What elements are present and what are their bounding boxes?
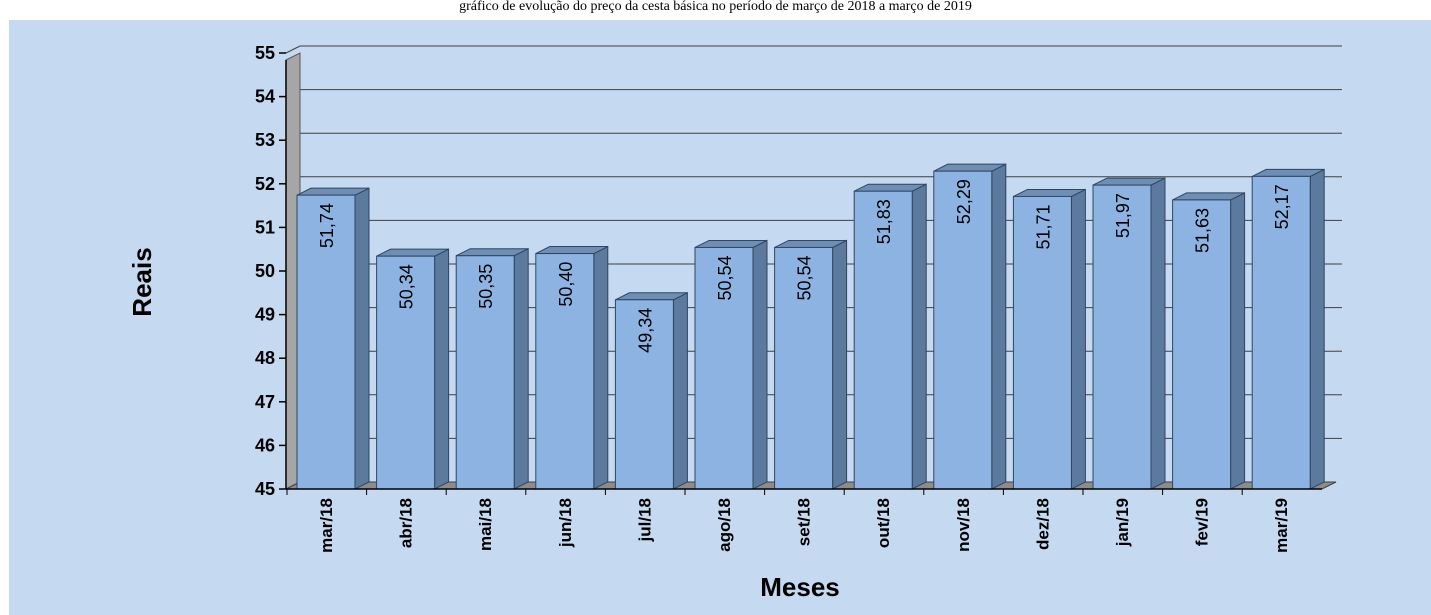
- bar-value-label: 51,63: [1193, 208, 1213, 253]
- bar: 50,34: [376, 248, 450, 490]
- bar-front-face: [1012, 195, 1072, 490]
- bar-side-face: [672, 291, 688, 490]
- bar-value-label: 50,54: [715, 255, 735, 300]
- bar-side-face: [513, 247, 529, 490]
- bar-side-face: [354, 187, 370, 490]
- bar-value-label: 52,17: [1272, 184, 1292, 229]
- y-tick-label: 45: [255, 479, 275, 499]
- chart-caption: gráfico de evolução do preço da cesta bá…: [459, 0, 972, 14]
- y-tick-label: 50: [255, 261, 275, 281]
- y-tick-label: 51: [255, 217, 275, 237]
- y-tick-label: 53: [255, 130, 275, 150]
- bar-top-face: [853, 183, 927, 192]
- bar-front-face: [296, 194, 356, 490]
- bar-top-face: [615, 292, 688, 301]
- bar-side-face: [1070, 188, 1086, 490]
- bar: 52,29: [933, 163, 1007, 490]
- x-tick-label: jan/19: [1113, 498, 1132, 547]
- x-tick-label: abr/18: [397, 498, 416, 548]
- bar-side-face: [752, 239, 768, 490]
- x-tick-label: fev/19: [1193, 498, 1212, 546]
- bar-top-face: [376, 248, 449, 257]
- bar-top-face: [933, 163, 1007, 172]
- bar: 51,74: [296, 187, 370, 490]
- bar-side-face: [1150, 177, 1166, 490]
- bar-side-face: [911, 183, 927, 490]
- bar-top-face: [694, 239, 768, 248]
- bar-side-face: [832, 239, 848, 490]
- bar-top-face: [535, 246, 609, 255]
- bar: 49,34: [614, 291, 688, 490]
- bar-value-label: 52,29: [954, 179, 974, 224]
- chart-area: 45 46 47 48 49 50 51 52 53 54 55 51,74 50,34 50,35 50…: [9, 20, 1431, 615]
- x-tick-label: set/18: [795, 498, 814, 546]
- bar-chart: 45 46 47 48 49 50 51 52 53 54 55 51,74 50,34 50,35 50…: [127, 43, 1342, 602]
- bar: 51,97: [1092, 177, 1166, 490]
- x-tick-label: out/18: [874, 498, 893, 548]
- y-axis-ticks: 45 46 47 48 49 50 51 52 53 54 55: [255, 43, 287, 499]
- bar-top-face: [1172, 192, 1245, 201]
- x-tick-label: jul/18: [635, 498, 654, 542]
- y-tick-label: 47: [255, 392, 275, 412]
- bar-side-face: [1309, 168, 1325, 490]
- bar: 51,71: [1012, 188, 1086, 490]
- x-axis-ticks: mar/18 abr/18 mai/18 jun/18 jul/18 ago/18 set/…: [286, 488, 1322, 553]
- bar-front-face: [853, 190, 913, 490]
- bar-top-face: [296, 187, 370, 196]
- bar-value-label: 50,35: [476, 264, 496, 309]
- bar-side-face: [1230, 192, 1246, 490]
- x-axis-title: Meses: [760, 572, 840, 602]
- y-tick-label: 52: [255, 174, 275, 194]
- bar-value-label: 51,74: [317, 203, 337, 248]
- bar-top-face: [1013, 188, 1086, 197]
- y-tick-label: 55: [255, 43, 275, 63]
- x-tick-label: mai/18: [476, 498, 495, 551]
- x-tick-label: dez/18: [1033, 498, 1052, 550]
- x-tick-label: mar/18: [317, 498, 336, 553]
- bar-top-face: [455, 248, 529, 257]
- y-tick-label: 54: [255, 87, 275, 107]
- y-tick-label: 48: [255, 348, 275, 368]
- bar-value-label: 49,34: [635, 308, 655, 353]
- x-tick-label: jun/18: [556, 498, 575, 548]
- bar-top-face: [1092, 177, 1166, 186]
- bar-top-face: [774, 239, 847, 248]
- bar-side-face: [434, 248, 450, 490]
- bar: 50,54: [694, 239, 768, 490]
- bar: 50,54: [774, 239, 848, 490]
- bar: 50,40: [535, 245, 609, 490]
- bar-value-label: 50,54: [795, 255, 815, 300]
- bar: 52,17: [1251, 168, 1325, 490]
- bar-value-label: 51,83: [874, 199, 894, 244]
- bar-front-face: [774, 246, 834, 490]
- bar-front-face: [535, 253, 595, 490]
- y-tick-label: 49: [255, 305, 275, 325]
- bar-side-face: [593, 245, 609, 490]
- x-tick-label: nov/18: [954, 498, 973, 552]
- bar-value-label: 50,40: [556, 262, 576, 307]
- x-tick-label: ago/18: [715, 498, 734, 552]
- bar-side-face: [991, 163, 1007, 490]
- bar-front-face: [376, 255, 436, 490]
- bar-value-label: 51,97: [1113, 193, 1133, 238]
- bar-front-face: [1251, 175, 1311, 490]
- bar-top-face: [1251, 168, 1325, 177]
- bar-value-label: 51,71: [1033, 204, 1053, 249]
- bar-value-label: 50,34: [397, 264, 417, 309]
- bar: 51,83: [853, 183, 927, 490]
- bar: 50,35: [455, 247, 529, 490]
- bar-front-face: [933, 170, 993, 490]
- bar-front-face: [614, 299, 674, 490]
- x-tick-label: mar/19: [1272, 498, 1291, 553]
- y-axis-title: Reais: [127, 247, 157, 316]
- bar: 51,63: [1172, 192, 1246, 490]
- bar-front-face: [1172, 199, 1232, 490]
- bar-front-face: [694, 246, 754, 490]
- bars: 51,74 50,34 50,35 50,40 49,34 50,54 50,54 51,83…: [296, 163, 1325, 490]
- y-tick-label: 46: [255, 435, 275, 455]
